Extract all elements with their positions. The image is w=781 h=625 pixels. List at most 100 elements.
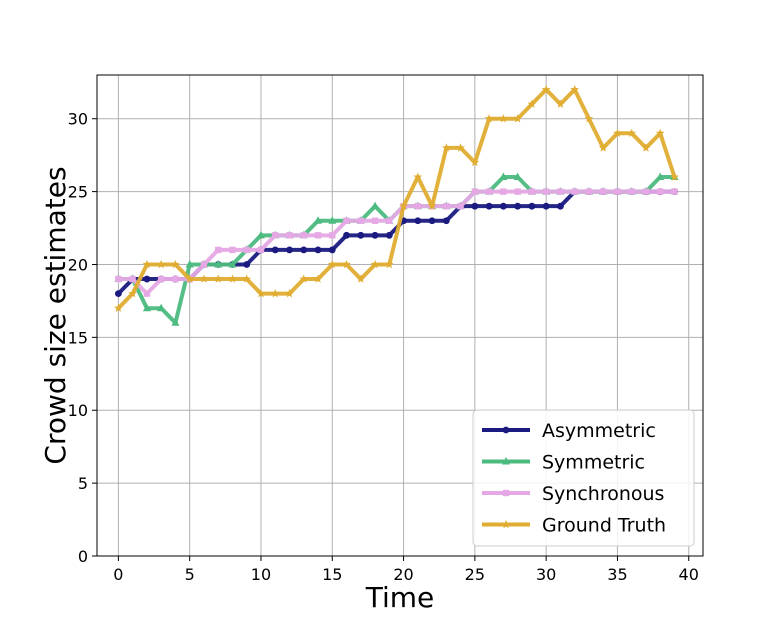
- series-synchronous: [115, 188, 678, 297]
- data-point: [456, 143, 465, 152]
- data-point: [499, 172, 508, 181]
- data-point: [314, 246, 322, 254]
- data-point: [599, 188, 607, 195]
- data-point: [528, 202, 536, 210]
- data-point: [342, 259, 351, 269]
- data-point: [213, 274, 223, 283]
- data-point: [143, 290, 151, 297]
- data-point: [228, 259, 237, 268]
- data-point: [484, 114, 494, 123]
- data-point: [513, 172, 522, 181]
- data-point: [285, 289, 294, 298]
- data-point: [271, 246, 279, 254]
- data-point: [514, 188, 521, 195]
- legend-swatch-marker: [502, 457, 510, 465]
- data-point: [655, 128, 665, 138]
- data-point: [199, 274, 209, 283]
- x-tick-label: 35: [607, 565, 627, 584]
- data-point: [386, 217, 393, 224]
- data-point: [300, 232, 307, 239]
- data-point: [414, 202, 422, 210]
- data-point: [385, 231, 393, 239]
- data-point: [485, 188, 493, 195]
- data-point: [329, 232, 336, 239]
- legend: Asymmetric Symmetric Synchronous Ground Tru…: [472, 409, 695, 547]
- y-tick-label: 10: [68, 401, 88, 420]
- data-point: [228, 274, 237, 283]
- data-point: [171, 259, 180, 269]
- x-tick-label: 0: [113, 565, 123, 584]
- data-point: [129, 275, 136, 283]
- y-tick-label: 15: [68, 328, 88, 347]
- data-point: [514, 202, 522, 210]
- data-point: [156, 259, 166, 269]
- data-point: [157, 303, 166, 312]
- data-point: [528, 188, 536, 195]
- data-point: [200, 261, 208, 268]
- data-point: [471, 188, 479, 195]
- data-point: [214, 259, 223, 268]
- legend-entry: Synchronous: [482, 483, 664, 505]
- data-point: [357, 217, 364, 224]
- data-point: [371, 201, 380, 210]
- data-point: [556, 99, 565, 108]
- data-point: [442, 217, 450, 225]
- data-point: [300, 246, 308, 254]
- data-point: [670, 172, 679, 181]
- axis-ticks: 0 5 10 15 20 25 30 35 40 0 5 10 15 20 25 30: [68, 110, 699, 584]
- legend-entry: Symmetric: [482, 452, 645, 474]
- legend-label: Synchronous: [542, 483, 664, 505]
- data-point: [327, 259, 337, 269]
- data-point: [270, 289, 280, 298]
- data-point: [143, 275, 151, 283]
- data-point: [557, 202, 564, 210]
- series-layer: [114, 84, 679, 326]
- y-tick-label: 5: [78, 474, 88, 493]
- y-axis-title: Crowd size estimates: [39, 166, 72, 464]
- y-tick-label: 20: [68, 255, 88, 274]
- data-point: [657, 188, 664, 195]
- y-tick-label: 0: [78, 547, 88, 566]
- legend-swatch-marker: [501, 519, 511, 529]
- data-point: [356, 274, 366, 283]
- data-point: [171, 318, 180, 326]
- data-point: [614, 188, 621, 195]
- plot-frame: [96, 74, 704, 557]
- y-tick-label: 30: [68, 110, 88, 129]
- data-point: [242, 274, 252, 283]
- x-tick-label: 5: [185, 565, 195, 584]
- data-point: [499, 202, 507, 210]
- data-point: [142, 303, 151, 312]
- y-tick-label: 25: [68, 183, 88, 202]
- data-point: [557, 188, 564, 195]
- data-point: [157, 275, 165, 283]
- data-point: [357, 231, 365, 239]
- data-point: [272, 232, 279, 239]
- legend-entry: Asymmetric: [482, 420, 656, 442]
- data-point: [443, 202, 450, 210]
- data-point: [328, 216, 337, 224]
- series-ground-truth: [114, 84, 679, 312]
- data-point: [585, 188, 593, 195]
- data-point: [598, 143, 608, 152]
- data-point: [641, 143, 651, 152]
- data-point: [413, 172, 423, 181]
- data-point: [399, 201, 408, 210]
- x-tick-label: 20: [393, 565, 413, 584]
- data-point: [299, 274, 309, 283]
- data-point: [314, 216, 323, 224]
- data-point: [613, 128, 622, 138]
- data-point: [115, 275, 122, 283]
- data-point: [328, 246, 336, 254]
- data-point: [286, 246, 293, 254]
- data-point: [499, 114, 508, 123]
- data-point: [471, 202, 479, 210]
- x-axis-title: Time: [365, 581, 435, 614]
- data-point: [542, 202, 550, 210]
- data-point: [257, 246, 265, 254]
- data-point: [542, 188, 550, 195]
- data-point: [215, 246, 222, 254]
- legend-label: Asymmetric: [542, 420, 656, 442]
- data-point: [541, 84, 551, 94]
- data-point: [114, 290, 122, 298]
